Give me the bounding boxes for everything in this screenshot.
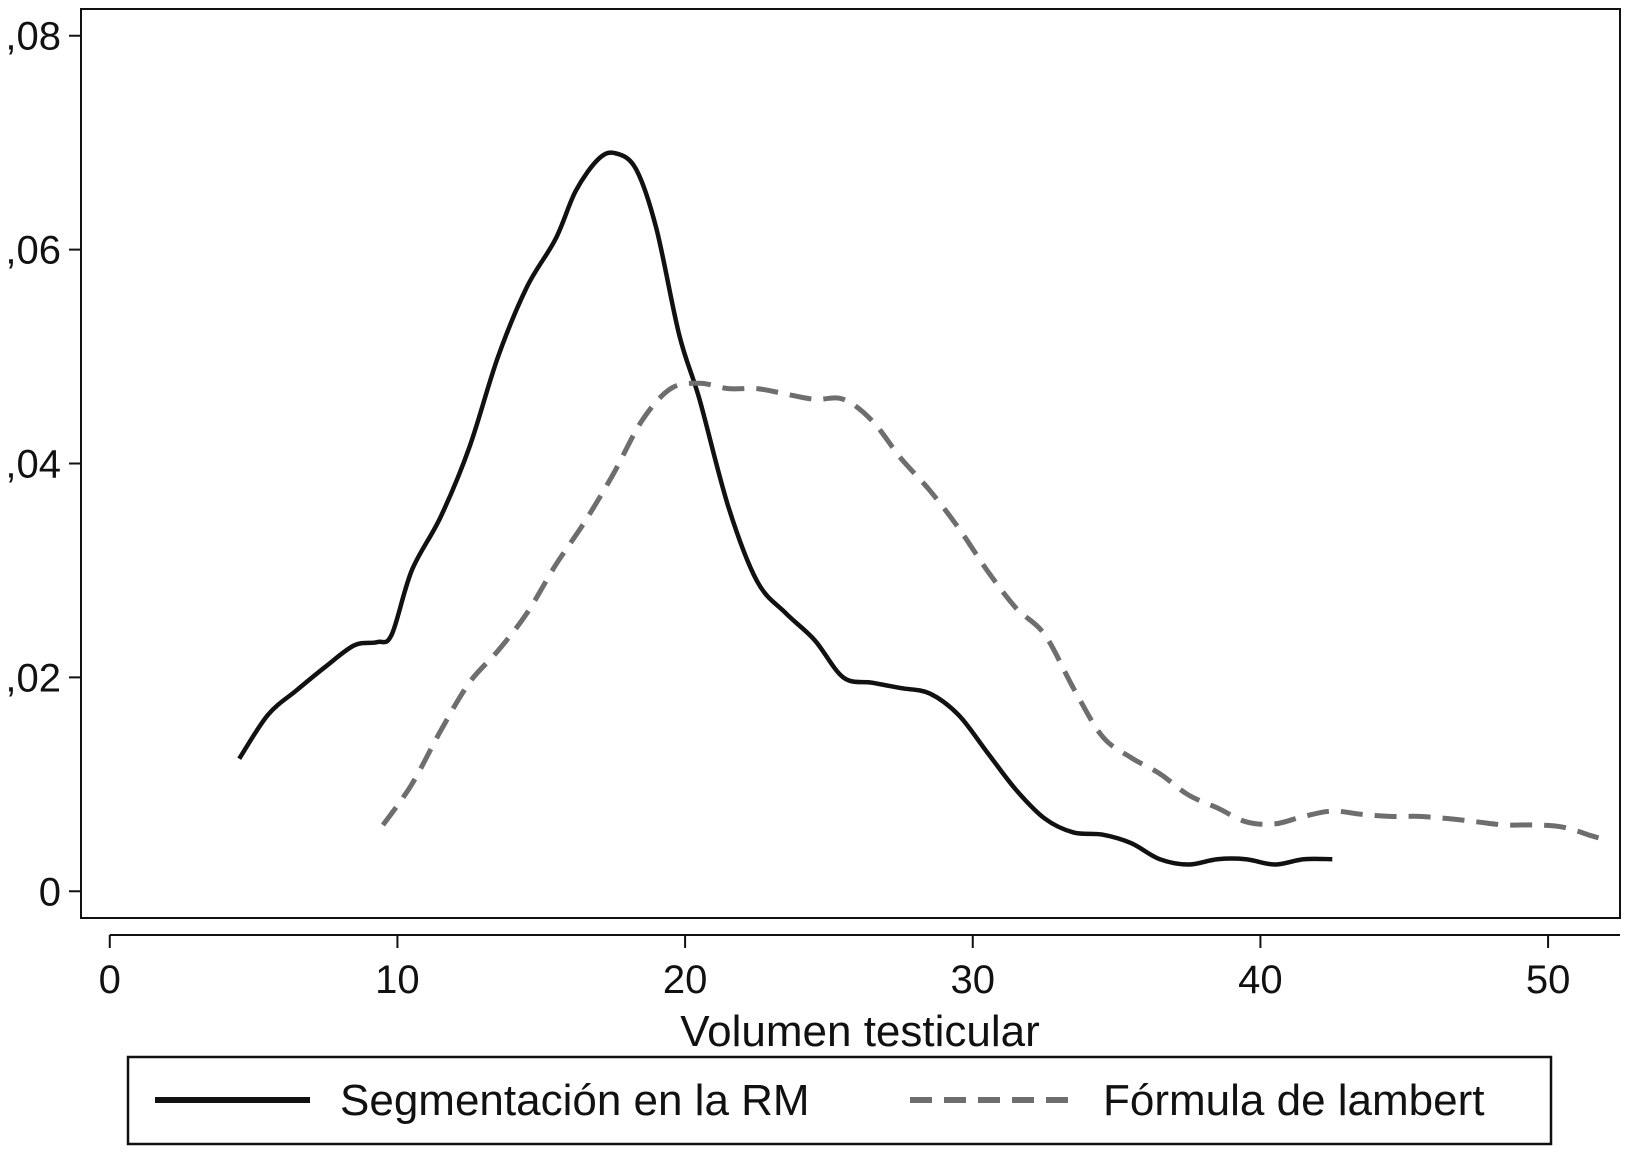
x-tick-label: 30	[951, 958, 996, 1002]
series-line-segmentacion-en-la-rm	[237, 150, 1333, 867]
y-tick-label: ,08	[5, 15, 61, 59]
series-layer	[237, 150, 1607, 867]
y-tick-label: 0	[39, 870, 61, 914]
legend-box	[126, 1055, 1553, 1146]
x-axis: 0 10 20 30 40 50	[99, 934, 1620, 1002]
legend: Segmentación en la RM Fórmula de lambert	[126, 1055, 1553, 1146]
x-tick-label: 0	[99, 958, 121, 1002]
x-tick-label: 10	[375, 958, 420, 1002]
x-tick-label: 40	[1238, 958, 1283, 1002]
plot-area	[80, 8, 1621, 919]
y-tick-label: ,06	[5, 229, 61, 273]
x-tick-label: 50	[1526, 958, 1571, 1002]
y-tick-label: ,02	[5, 656, 61, 700]
legend-label-formula-de-lambert: Fórmula de lambert	[1103, 1076, 1484, 1125]
y-tick-label: ,04	[5, 443, 61, 487]
legend-label-segmentacion-en-la-rm: Segmentación en la RM	[340, 1076, 810, 1125]
x-tick-label: 20	[663, 958, 708, 1002]
x-axis-title: Volumen testicular	[680, 1007, 1040, 1056]
plot-border	[80, 8, 1621, 919]
series-line-formula-de-lambert	[380, 380, 1607, 843]
y-axis: 0 ,02 ,04 ,06 ,08	[5, 15, 81, 914]
